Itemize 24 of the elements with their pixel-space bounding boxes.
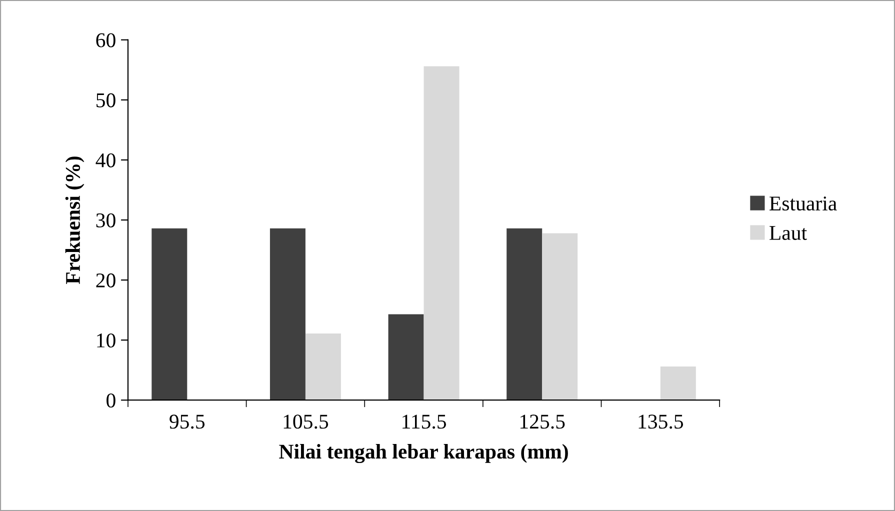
bar	[305, 333, 341, 400]
y-tick-label: 30	[96, 213, 116, 228]
y-axis-title: Frekuensi (%)	[65, 156, 84, 284]
bar	[542, 233, 578, 400]
x-tick-label: 135.5	[638, 414, 684, 429]
bar	[388, 314, 424, 400]
bar	[270, 228, 306, 400]
y-tick-label: 40	[96, 153, 116, 168]
x-tick-label: 115.5	[402, 414, 446, 429]
y-tick-label: 0	[106, 393, 116, 408]
x-axis-title: Nilai tengah lebar karapas (mm)	[279, 444, 568, 464]
legend-label: Laut	[770, 226, 807, 240]
x-tick-label: 125.5	[520, 414, 565, 429]
x-tick-label: 105.5	[284, 414, 328, 429]
legend-label: Estuaria	[770, 196, 837, 211]
y-tick-label: 60	[96, 33, 116, 48]
y-tick-label: 20	[96, 273, 116, 288]
bar	[424, 66, 460, 400]
x-tick-label: 95.5	[170, 414, 205, 429]
bar	[660, 366, 696, 400]
y-tick-label: 50	[96, 93, 116, 108]
y-tick-label: 10	[97, 333, 116, 348]
bar	[152, 228, 188, 400]
bar	[506, 228, 542, 400]
